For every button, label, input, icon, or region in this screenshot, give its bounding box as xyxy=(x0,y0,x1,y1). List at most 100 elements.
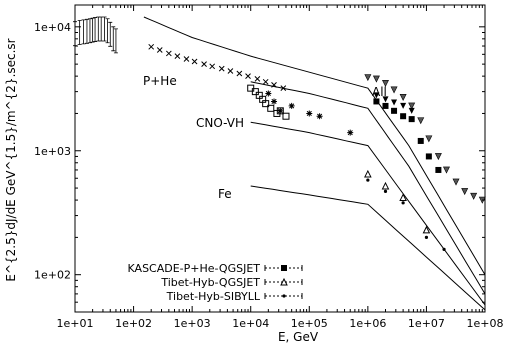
data-point-errorbar xyxy=(105,18,110,44)
axes: 1e+01 1e+02 1e+03 1e+04 1e+05 1e+06 1e+07 1e+08… xyxy=(34,5,503,330)
annotation-fe: Fe xyxy=(218,187,232,201)
y-axis-label: E^{2.5}dJ/dE GeV^{1.5}/m^{2}.sec.sr xyxy=(4,38,18,281)
annotation-all: All xyxy=(372,85,387,99)
data-point-kascade-p-he-qgsjet xyxy=(373,98,380,105)
x-tick-label: 1e+06 xyxy=(349,317,386,330)
data-points xyxy=(73,16,486,251)
data-point-cross xyxy=(218,65,225,72)
legend: KASCADE-P+He-QGSJETTibet-Hyb-QGSJETTibet… xyxy=(128,262,303,303)
annotation-cno-vh: CNO-VH xyxy=(196,116,244,130)
data-point-tri-down xyxy=(434,153,442,161)
x-tick-label: 1e+02 xyxy=(115,317,152,330)
model-curve-p-he xyxy=(250,81,486,295)
x-tick-label: 1e+07 xyxy=(408,317,445,330)
data-point-cross xyxy=(156,47,163,53)
x-tick-label: 1e+08 xyxy=(467,317,504,330)
data-point-errorbar xyxy=(93,17,98,42)
data-point-errorbar xyxy=(111,26,116,52)
data-point-star xyxy=(271,98,278,105)
y-tick-label: 1e+04 xyxy=(34,21,71,34)
data-point-cross xyxy=(148,43,155,50)
data-point-errorbar xyxy=(113,28,118,54)
data-point-open-square xyxy=(251,88,259,96)
data-point-kascade-p-he-qgsjet xyxy=(408,116,415,123)
data-point-errorbar xyxy=(99,16,104,42)
y-tick-label: 1e+03 xyxy=(34,145,71,158)
data-point-tri-down-filled xyxy=(400,102,407,109)
data-point-tibet-hyb-sibyll xyxy=(383,189,388,193)
model-curves xyxy=(143,16,486,311)
data-point-star xyxy=(277,107,284,114)
data-point-tri-down xyxy=(382,80,389,88)
data-point-tri-down xyxy=(399,93,407,101)
data-point-errorbar xyxy=(108,21,113,47)
data-point-kascade-p-he-qgsjet xyxy=(391,107,398,114)
data-point-tri-down xyxy=(372,75,380,83)
legend-marker xyxy=(280,277,288,286)
legend-label: KASCADE-P+He-QGSJET xyxy=(128,262,261,275)
legend-marker xyxy=(282,294,286,298)
data-point-cross xyxy=(280,85,287,92)
data-point-tri-down xyxy=(470,192,478,200)
data-point-kascade-p-he-qgsjet xyxy=(435,166,442,173)
x-axis-label: E, GeV xyxy=(278,330,319,343)
data-point-tibet-hyb-sibyll xyxy=(401,201,405,205)
data-point-tibet-hyb-qgsjet xyxy=(381,181,390,190)
data-point-tri-down xyxy=(425,135,433,143)
data-point-star xyxy=(265,90,272,97)
data-point-cross xyxy=(191,58,198,65)
data-point-tri-down xyxy=(452,178,460,186)
data-point-cross xyxy=(183,56,190,62)
data-point-tri-down-filled xyxy=(373,92,380,99)
data-point-cross xyxy=(227,68,234,74)
data-point-tibet-hyb-sibyll xyxy=(424,235,429,239)
data-point-errorbar xyxy=(102,16,107,42)
data-point-tri-down-filled xyxy=(408,107,415,114)
legend-label: Tibet-Hyb-QGSJET xyxy=(160,276,260,289)
x-tick-label: 1e+01 xyxy=(57,317,94,330)
data-point-cross xyxy=(254,76,261,82)
data-point-star xyxy=(306,110,313,117)
data-point-tri-down-filled xyxy=(391,99,398,106)
legend-label: Tibet-Hyb-SIBYLL xyxy=(166,290,261,303)
data-point-star xyxy=(316,113,323,120)
data-point-cross xyxy=(271,82,277,88)
data-point-kascade-p-he-qgsjet xyxy=(400,113,407,120)
data-point-kascade-p-he-qgsjet xyxy=(382,102,389,109)
data-point-tibet-hyb-sibyll xyxy=(442,247,446,251)
data-point-open-square xyxy=(267,104,275,112)
data-point-cross xyxy=(245,73,251,79)
data-point-tibet-hyb-qgsjet xyxy=(364,169,372,178)
data-point-cross xyxy=(262,78,269,85)
data-point-tri-down xyxy=(417,117,425,125)
data-point-open-square xyxy=(282,112,290,120)
data-point-tibet-hyb-qgsjet xyxy=(399,193,407,201)
model-curve-fe xyxy=(250,185,486,311)
data-point-star xyxy=(288,102,295,109)
data-point-tri-down xyxy=(408,102,416,110)
data-point-star xyxy=(347,129,354,136)
data-point-cross xyxy=(236,70,243,77)
x-tick-label: 1e+03 xyxy=(174,317,211,330)
data-point-kascade-p-he-qgsjet xyxy=(417,137,424,144)
data-point-open-square xyxy=(262,100,270,108)
data-point-errorbar xyxy=(96,16,101,42)
data-point-errorbar xyxy=(87,18,92,44)
annotation-p-he: P+He xyxy=(143,74,177,88)
legend-marker xyxy=(281,265,287,271)
data-point-tri-down xyxy=(364,74,372,82)
data-point-errorbar xyxy=(77,20,82,45)
data-point-cross xyxy=(174,53,181,59)
data-point-cross xyxy=(209,63,216,70)
data-point-errorbar xyxy=(84,18,89,44)
y-tick-label: 1e+02 xyxy=(34,269,71,282)
data-point-cross xyxy=(201,61,207,67)
data-point-tri-down xyxy=(390,86,398,94)
data-point-kascade-p-he-qgsjet xyxy=(425,153,432,160)
data-point-tibet-hyb-sibyll xyxy=(366,178,370,182)
data-point-errorbar xyxy=(81,19,86,45)
x-tick-label: 1e+04 xyxy=(232,317,269,330)
model-curve-cno-vh xyxy=(250,121,486,306)
model-curve-all xyxy=(143,16,486,275)
